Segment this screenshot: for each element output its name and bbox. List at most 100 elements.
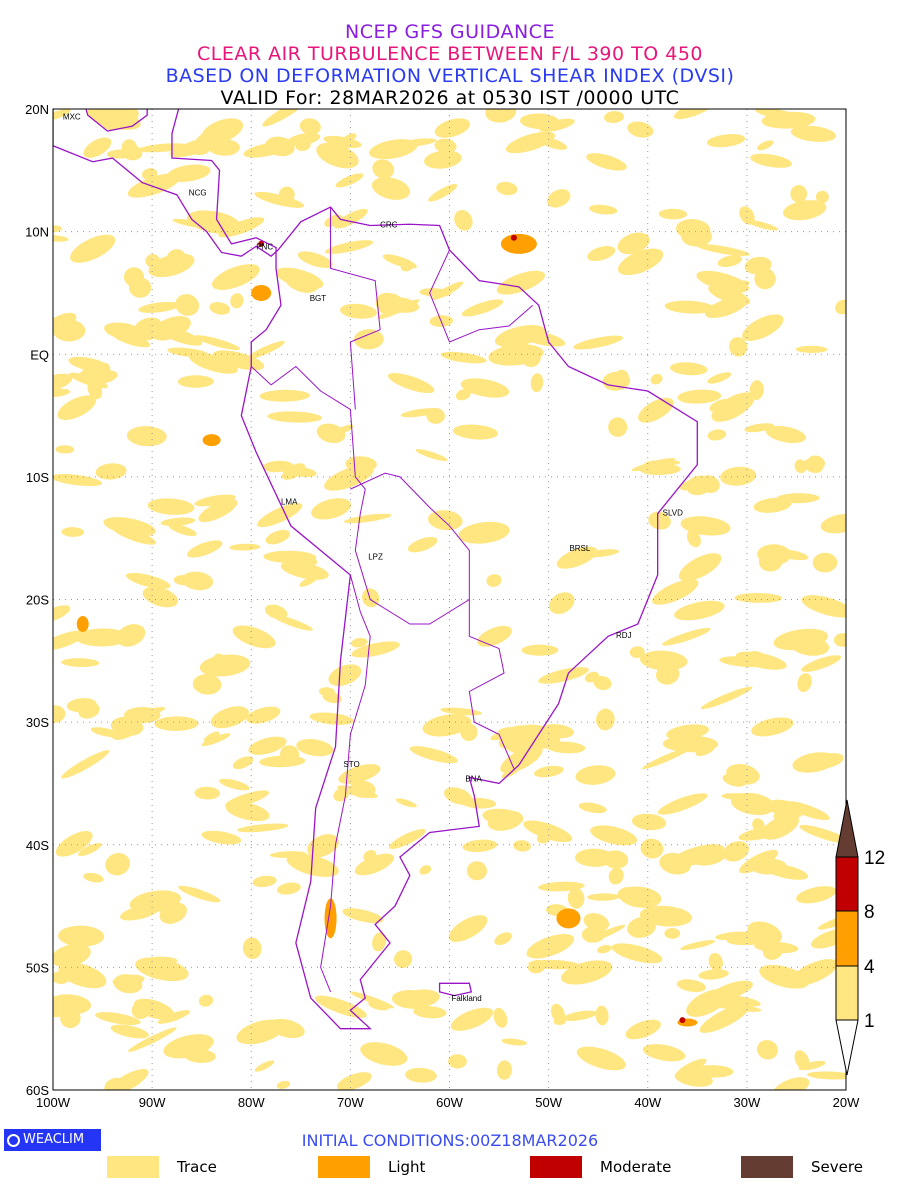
lon-label: 50W bbox=[535, 1095, 562, 1110]
trace-area bbox=[362, 588, 380, 608]
trace-area bbox=[722, 841, 750, 862]
lat-label: 30S bbox=[26, 715, 49, 730]
title-product: CLEAR AIR TURBULENCE BETWEEN F/L 390 TO … bbox=[196, 43, 704, 65]
trace-area bbox=[259, 755, 306, 768]
trace-area bbox=[773, 812, 789, 823]
trace-area bbox=[68, 356, 111, 372]
trace-area bbox=[521, 644, 559, 656]
trace-area bbox=[262, 109, 305, 127]
trace-area bbox=[537, 136, 568, 150]
trace-area bbox=[210, 706, 249, 729]
trace-area bbox=[681, 226, 712, 247]
trace-area bbox=[95, 1012, 141, 1026]
trace-area bbox=[237, 823, 289, 833]
trace-area bbox=[587, 893, 620, 901]
trace-area bbox=[75, 628, 130, 647]
trace-area bbox=[440, 351, 487, 364]
trace-area bbox=[324, 214, 343, 228]
trace-area bbox=[219, 778, 250, 791]
trace-area bbox=[751, 717, 794, 737]
trace-area bbox=[372, 932, 387, 952]
trace-area bbox=[595, 1005, 609, 1026]
trace-area bbox=[587, 924, 626, 943]
trace-area bbox=[147, 498, 195, 515]
lon-label: 80W bbox=[238, 1095, 265, 1110]
trace-area bbox=[642, 746, 692, 770]
trace-area bbox=[194, 335, 240, 351]
country-border bbox=[250, 365, 470, 625]
trace-area bbox=[232, 625, 276, 649]
trace-area bbox=[157, 1010, 191, 1024]
trace-area bbox=[61, 527, 85, 537]
trace-area bbox=[797, 673, 812, 692]
trace-area bbox=[315, 995, 367, 1018]
trace-area bbox=[799, 824, 846, 844]
trace-area bbox=[138, 301, 180, 313]
trace-area bbox=[297, 251, 333, 268]
trace-area bbox=[556, 546, 598, 569]
trace-area bbox=[551, 1003, 566, 1024]
trace-area bbox=[496, 1060, 512, 1080]
trace-area bbox=[127, 173, 181, 198]
trace-area bbox=[458, 521, 510, 544]
trace-area bbox=[695, 744, 716, 756]
trace-area bbox=[538, 881, 585, 892]
trace-area bbox=[485, 109, 517, 123]
trace-area bbox=[676, 979, 706, 993]
title-agency: NCEP GFS GUIDANCE bbox=[345, 21, 555, 43]
trace-area bbox=[70, 234, 116, 263]
trace-area bbox=[57, 395, 97, 420]
trace-area bbox=[462, 839, 498, 853]
trace-area bbox=[567, 888, 585, 909]
trace-area bbox=[455, 388, 471, 401]
trace-area bbox=[178, 885, 221, 903]
trace-area bbox=[278, 186, 295, 203]
initial-conditions: INITIAL CONDITIONS:00Z18MAR2026 bbox=[301, 1131, 599, 1150]
trace-area bbox=[55, 445, 75, 454]
trace-area bbox=[428, 183, 458, 202]
colorbar-segment bbox=[835, 856, 859, 912]
trace-area bbox=[617, 232, 650, 255]
trace-area bbox=[530, 373, 544, 393]
trace-area bbox=[808, 455, 825, 469]
trace-area bbox=[587, 246, 616, 262]
trace-area bbox=[276, 882, 301, 895]
trace-area bbox=[339, 303, 377, 319]
trace-area bbox=[441, 717, 474, 729]
trace-area bbox=[657, 793, 708, 815]
trace-area bbox=[677, 389, 722, 404]
trace-area bbox=[575, 765, 616, 785]
light-area bbox=[251, 284, 272, 301]
trace-area bbox=[664, 300, 715, 314]
trace-area bbox=[589, 204, 618, 215]
lat-label: EQ bbox=[30, 347, 49, 362]
trace-area bbox=[236, 1019, 286, 1045]
trace-area bbox=[299, 118, 321, 135]
trace-area bbox=[450, 1007, 494, 1031]
trace-area bbox=[360, 1042, 408, 1066]
trace-area bbox=[198, 994, 214, 1007]
trace-area bbox=[246, 706, 281, 724]
city-label-pnc: PNC bbox=[256, 242, 273, 251]
trace-area bbox=[106, 149, 134, 159]
trace-area bbox=[148, 253, 195, 278]
trace-area bbox=[192, 674, 222, 695]
trace-area bbox=[400, 408, 441, 418]
trace-area bbox=[707, 429, 727, 441]
trace-area bbox=[597, 945, 612, 954]
light-area bbox=[76, 616, 89, 633]
trace-area bbox=[627, 121, 654, 138]
trace-area bbox=[696, 244, 750, 257]
trace-area bbox=[388, 829, 426, 849]
lon-label: 30W bbox=[734, 1095, 761, 1110]
trace-area bbox=[734, 593, 783, 603]
trace-area bbox=[285, 272, 318, 293]
trace-area bbox=[276, 1080, 291, 1090]
light-area bbox=[500, 233, 537, 254]
trace-area bbox=[248, 736, 287, 755]
legend-label: Severe bbox=[811, 1158, 863, 1176]
trace-area bbox=[717, 255, 743, 267]
trace-area bbox=[782, 200, 827, 221]
